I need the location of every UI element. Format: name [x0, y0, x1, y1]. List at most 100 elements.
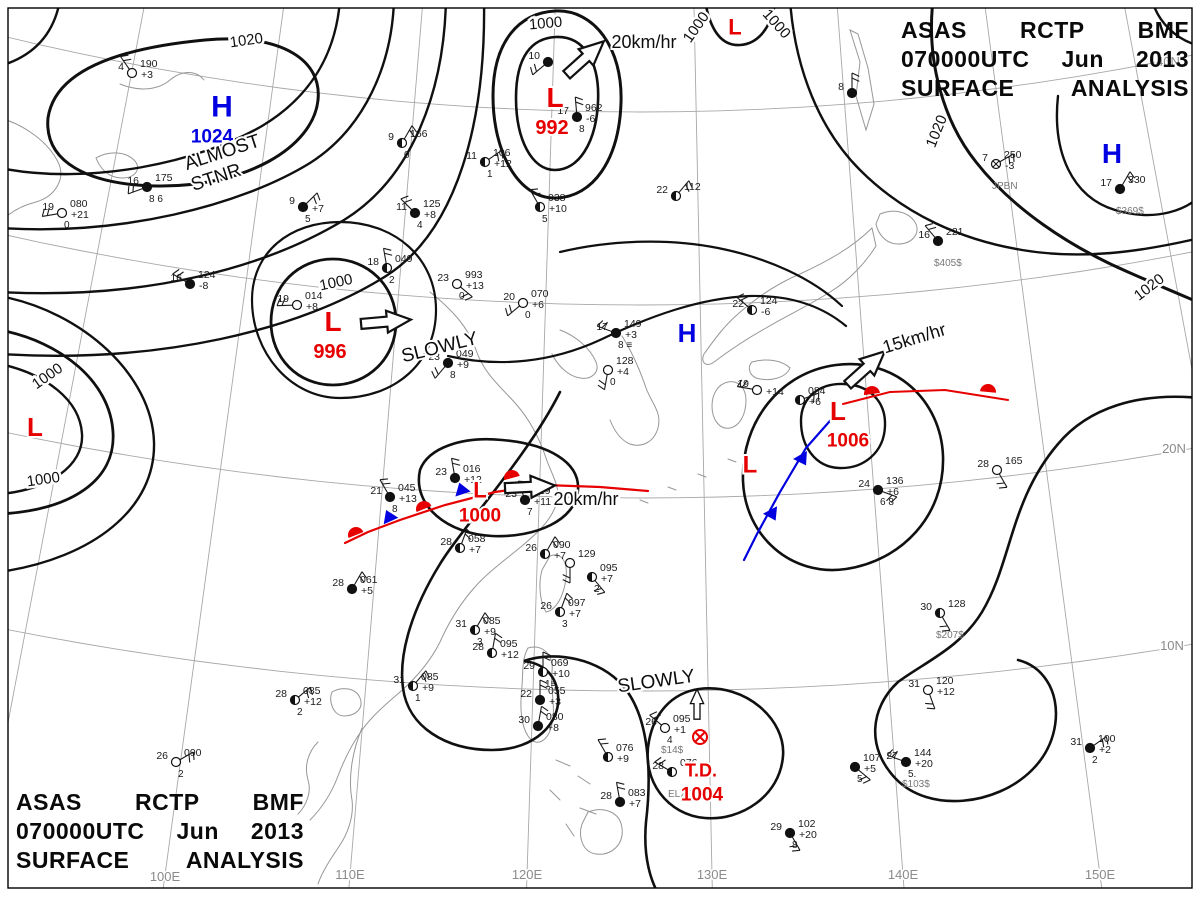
- wind-barb: [305, 192, 318, 205]
- station-weather: 1: [415, 693, 421, 704]
- station-temp: 28: [600, 790, 612, 802]
- wind-barb-tick: [305, 690, 310, 699]
- station-temp: 17: [557, 105, 569, 117]
- station-plot: 11 125+84: [396, 195, 441, 231]
- station-pressure: 076: [616, 742, 634, 754]
- wind-barb-tick: [653, 714, 661, 719]
- station-plot: 19 014+8: [276, 290, 323, 313]
- coastline: [702, 227, 877, 365]
- station-temp: 23: [505, 488, 517, 500]
- station-circle: [872, 484, 884, 496]
- isobar-label: 1000: [29, 360, 66, 393]
- station-tendency: +3: [625, 329, 637, 341]
- isobar-line: [8, 8, 395, 231]
- wind-barb-tick: [451, 457, 460, 461]
- fronts: [343, 384, 1009, 562]
- wind-barb: [882, 491, 897, 498]
- title-word: 2013: [250, 818, 304, 844]
- wind-barb: [737, 385, 753, 390]
- station-half-cover: [795, 395, 800, 405]
- station-circle: [170, 756, 182, 768]
- station-temp: 22: [732, 298, 744, 310]
- station-pressure: 190: [140, 58, 158, 70]
- station-pressure: 061: [360, 574, 378, 586]
- station-temp: 23: [437, 272, 449, 284]
- coastline: [317, 727, 363, 885]
- station-pressure: 100: [1098, 733, 1116, 745]
- station-plot: 26 090+7: [525, 536, 571, 562]
- station-weather: 0: [404, 150, 410, 161]
- isobar-label: 1000: [318, 271, 354, 295]
- station-weather: 2: [297, 707, 303, 718]
- wind-barb-tick: [120, 54, 129, 58]
- station-tendency: +10: [549, 203, 567, 215]
- station-pressure: 014: [305, 290, 323, 302]
- coastline: [609, 335, 660, 446]
- station-circle: [517, 297, 529, 309]
- grid-label: 130E: [697, 867, 728, 882]
- coastline: [297, 741, 319, 815]
- station-circle: [922, 684, 934, 696]
- isobar-label: 1000: [528, 14, 563, 34]
- wind-barb-tick: [851, 77, 860, 82]
- station-pressure: 166: [410, 128, 428, 140]
- station-plot: 8: [838, 72, 860, 99]
- isobar-line: [417, 437, 580, 538]
- wind-barb-tick: [495, 632, 503, 639]
- wind-barb: [400, 198, 413, 211]
- station-circle: [610, 327, 622, 339]
- station-temp: 23: [428, 351, 440, 363]
- title-word: Jun: [1061, 46, 1104, 72]
- station-circle: [900, 756, 912, 768]
- wind-barb-tick: [600, 742, 609, 745]
- station-temp: 22: [656, 184, 668, 196]
- wind-barb-tick: [598, 379, 606, 386]
- wind-barb-tick: [309, 686, 313, 696]
- station-temp: 21: [370, 485, 382, 497]
- station-pressure: 149: [624, 318, 642, 330]
- coastlines: [8, 29, 918, 885]
- station-temp: 8: [838, 81, 844, 93]
- wind-barb-tick: [597, 384, 605, 391]
- wind-barb: [353, 571, 363, 586]
- station-half-cover: [408, 681, 413, 691]
- station-plot: 17 149+38 ≡: [596, 318, 641, 351]
- wind-barb: [276, 304, 293, 307]
- wind-barb-tick: [464, 533, 472, 540]
- td-circle: [692, 729, 708, 745]
- wind-barb-tick: [928, 226, 937, 231]
- wind-barb-tick: [379, 478, 389, 481]
- station-temp: 28: [472, 641, 484, 653]
- title-word: SURFACE: [901, 75, 1015, 101]
- station-plot: 16 221 $405$: [918, 223, 964, 269]
- wind-barb-tick: [41, 208, 45, 217]
- station-id: $405$: [934, 258, 962, 269]
- station-plot: 16 175 8 6: [127, 172, 172, 205]
- wind-barb-tick: [422, 674, 427, 682]
- wind-barb-tick: [1105, 736, 1109, 745]
- wind-barb-tick: [601, 321, 608, 329]
- station-plot: 31 085+93: [455, 612, 501, 648]
- station-circle: [442, 357, 454, 369]
- station-pressure: 112: [684, 181, 701, 193]
- wind-barb-tick: [616, 781, 625, 785]
- movement-arrow: [503, 474, 558, 500]
- station-id: $207$: [936, 630, 964, 641]
- station-half-cover: [540, 549, 545, 559]
- wind-barb-tick: [384, 252, 393, 256]
- isobar-line: [8, 8, 447, 295]
- station-temp: 28: [440, 536, 452, 548]
- station-weather: 0: [610, 377, 616, 388]
- wind-barb: [603, 374, 608, 390]
- wind-barb-tick: [411, 125, 418, 133]
- title-line-2: 070000UTC Jun 2013: [16, 817, 304, 846]
- station-temp: 24: [858, 478, 870, 490]
- wind-barb-tick: [313, 196, 317, 205]
- station-half-cover: [587, 572, 592, 582]
- station-weather: 0: [459, 291, 465, 302]
- station-temp: 26: [156, 750, 168, 762]
- station-plot: 095+72: [586, 562, 618, 595]
- station-circle: [519, 494, 531, 506]
